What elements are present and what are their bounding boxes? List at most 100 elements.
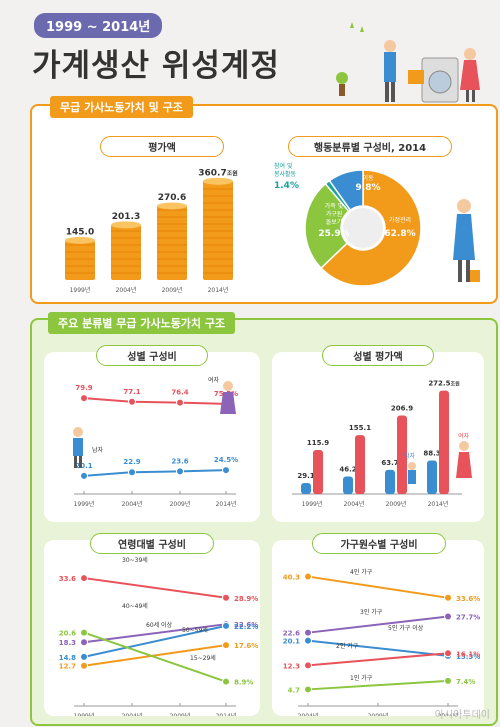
watermark: 아시아투데이 <box>434 710 490 721</box>
bar-label-1-3: 272.5조원 <box>428 380 460 388</box>
point-label-0-3: 28.9% <box>234 595 258 603</box>
value-tick-1: 2004년 <box>116 286 137 294</box>
section1-label: 무급 가사노동가치 및 구조 <box>50 96 193 118</box>
series-name-0: 30~39세 <box>122 556 148 564</box>
point-1-0 <box>80 471 88 480</box>
value-bar-0 <box>65 240 95 280</box>
point-label-0-0: 79.9 <box>75 384 92 392</box>
woman-body <box>220 392 236 414</box>
point-label-1-1: 22.9 <box>123 458 140 466</box>
series-name-2: 5인 가구 이상 <box>388 624 424 632</box>
point-0-0 <box>304 572 312 581</box>
bucket-icon <box>470 270 480 282</box>
plant-icon <box>336 72 348 84</box>
point-label-1-2: 27.7% <box>456 614 480 622</box>
age-share-chart: 1999년2004년2009년2014년33.628.9%30~39세18.32… <box>59 556 259 716</box>
series-line-1 <box>307 615 449 634</box>
point-1-1 <box>128 468 136 477</box>
leg <box>458 260 462 282</box>
point-label-3-0: 12.7 <box>59 663 76 671</box>
bar-1-1 <box>355 435 365 494</box>
point-3-3 <box>222 641 230 650</box>
bar-label-1-2: 206.9 <box>391 405 413 413</box>
x-tick-label-2: 2009년 <box>386 500 407 508</box>
pie-slice-0 <box>320 169 422 287</box>
slice-text-vol1: 참여 및 <box>274 162 293 170</box>
household-share-title: 가구원수별 구성비 <box>312 533 446 554</box>
series-name-0: 4인 가구 <box>350 568 373 576</box>
point-label-3-3: 17.6% <box>234 642 258 650</box>
x-tick-label-0: 1999년 <box>74 712 95 716</box>
x-tick-label-1: 2004년 <box>122 712 143 716</box>
point-0-3 <box>222 593 230 602</box>
x-tick-label-0: 2004년 <box>298 712 319 716</box>
point-label-0-0: 33.6 <box>59 575 76 583</box>
leg <box>466 260 470 282</box>
person-woman-icon <box>457 199 471 213</box>
bar-0-2 <box>385 469 395 494</box>
leg <box>74 456 77 468</box>
series-line-2 <box>307 639 449 657</box>
bar-1-0 <box>313 450 323 494</box>
x-tick-label-0: 1999년 <box>74 500 95 508</box>
point-label-0-0: 40.3 <box>283 574 300 582</box>
x-tick-label-3: 2014년 <box>216 712 237 716</box>
person-man-icon <box>384 40 396 52</box>
person-woman-icon <box>464 48 476 60</box>
series-line-0 <box>83 577 227 599</box>
point-label-2-3: 22.2% <box>234 623 258 631</box>
point-label-1-0: 20.1 <box>75 462 92 470</box>
series-name-1: 3인 가구 <box>360 608 383 616</box>
point-2-0 <box>80 652 88 661</box>
bar-label-0-2: 63.7 <box>381 459 398 467</box>
point-2-3 <box>222 621 230 630</box>
point-0-1 <box>128 397 136 406</box>
person-man-icon <box>73 427 83 437</box>
series-name-2: 60세 이상 <box>146 621 173 629</box>
bar-0-3 <box>427 460 437 494</box>
point-4-0 <box>304 685 312 694</box>
coin-top <box>65 236 95 244</box>
point-1-2 <box>444 612 452 621</box>
x-tick-label-2: 2014년 <box>438 712 459 716</box>
point-label-2-2: 15.3% <box>456 653 480 661</box>
slice-text-move: 이동 <box>362 174 374 182</box>
series-name-4: 1인 가구 <box>350 674 373 682</box>
series-line-4 <box>83 631 227 683</box>
series-line-3 <box>307 652 449 667</box>
point-4-0 <box>80 628 88 637</box>
year-badge: 1999 ~ 2014년 <box>34 13 163 38</box>
point-label-4-0: 20.6 <box>59 630 76 638</box>
gender-value-title: 성별 평가액 <box>322 345 434 366</box>
series-line-1 <box>83 469 227 477</box>
point-0-0 <box>80 574 88 583</box>
household-share-chart: 2004년 2009년 2014년 40.3 33.6% 4인 가구 22.6 27.7% 3인… <box>283 568 481 716</box>
x-tick-label-3: 2014년 <box>428 500 449 508</box>
leg <box>79 456 82 468</box>
coin-top <box>111 221 141 229</box>
series-line-3 <box>83 644 227 667</box>
series-name-3: 50~59세 <box>182 626 208 634</box>
series-name-1: 40~49세 <box>122 602 148 610</box>
series-name-0: 남자 <box>404 452 416 460</box>
x-tick-label-2: 2009년 <box>170 500 191 508</box>
slice-text-vol2: 봉사활동 <box>274 170 297 178</box>
value-tick-3: 2014년 <box>208 286 229 294</box>
point-3-2 <box>444 649 452 658</box>
basket-icon <box>408 70 424 84</box>
person-woman-icon <box>223 381 233 391</box>
bar-1-2 <box>397 415 407 494</box>
point-label-0-1: 77.1 <box>123 388 140 396</box>
series-name-1: 남자 <box>92 446 104 454</box>
value-label-2: 270.6 <box>158 193 186 203</box>
bar-label-0-0: 29.1 <box>297 472 314 480</box>
series-line-0 <box>83 397 227 405</box>
slice-text-care2: 가구원 <box>326 210 343 218</box>
point-3-0 <box>304 661 312 670</box>
woman-body <box>456 452 472 478</box>
point-0-2 <box>444 593 452 602</box>
x-tick-label-3: 2014년 <box>216 500 237 508</box>
bar-label-0-3: 88.3 <box>423 450 440 458</box>
man-body <box>408 470 416 484</box>
section2-label: 주요 분류별 무급 가사노동가치 구조 <box>48 312 236 334</box>
